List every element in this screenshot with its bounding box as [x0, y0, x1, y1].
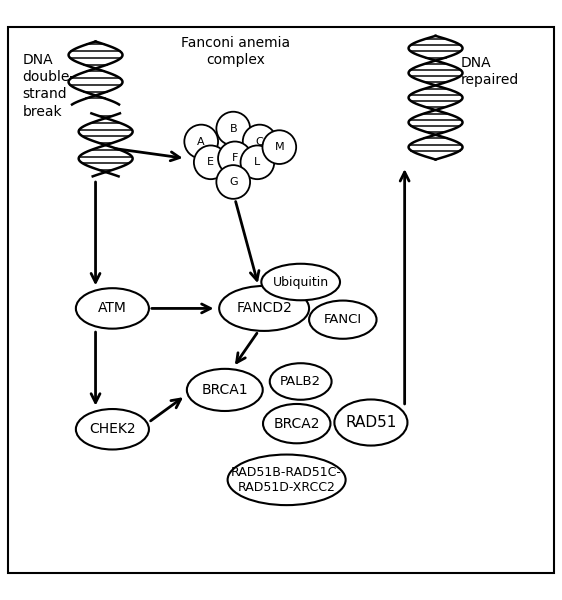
Ellipse shape — [187, 369, 263, 411]
Text: B: B — [229, 124, 237, 134]
Text: Ubiquitin: Ubiquitin — [273, 275, 329, 289]
Circle shape — [262, 130, 296, 164]
Circle shape — [218, 142, 252, 175]
Text: BRCA1: BRCA1 — [202, 383, 248, 397]
Circle shape — [243, 125, 277, 158]
Text: PALB2: PALB2 — [280, 375, 321, 388]
Text: DNA
repaired: DNA repaired — [461, 56, 519, 87]
Ellipse shape — [261, 264, 340, 300]
Text: FANCI: FANCI — [324, 313, 362, 326]
Circle shape — [194, 145, 228, 179]
Ellipse shape — [309, 301, 377, 339]
Ellipse shape — [334, 400, 407, 446]
Ellipse shape — [263, 404, 330, 443]
Text: Fanconi anemia
complex: Fanconi anemia complex — [182, 36, 291, 67]
Text: E: E — [207, 157, 214, 167]
Circle shape — [216, 165, 250, 199]
Ellipse shape — [76, 288, 149, 329]
Circle shape — [241, 145, 274, 179]
Text: M: M — [274, 142, 284, 152]
Text: C: C — [256, 137, 264, 146]
Text: BRCA2: BRCA2 — [274, 416, 320, 431]
Text: A: A — [197, 137, 205, 146]
Ellipse shape — [76, 409, 149, 449]
Text: FANCD2: FANCD2 — [236, 301, 292, 316]
Circle shape — [184, 125, 218, 158]
Text: CHEK2: CHEK2 — [89, 422, 135, 436]
Text: ATM: ATM — [98, 301, 127, 316]
Text: RAD51: RAD51 — [345, 415, 397, 430]
Ellipse shape — [219, 286, 309, 331]
Text: G: G — [229, 177, 238, 187]
Ellipse shape — [270, 363, 332, 400]
Circle shape — [216, 112, 250, 145]
Text: RAD51B-RAD51C-
RAD51D-XRCC2: RAD51B-RAD51C- RAD51D-XRCC2 — [231, 466, 342, 494]
Text: F: F — [232, 154, 238, 163]
FancyBboxPatch shape — [8, 28, 554, 572]
Ellipse shape — [228, 455, 346, 505]
Text: L: L — [254, 157, 261, 167]
Text: DNA
double-
strand
break: DNA double- strand break — [22, 53, 75, 119]
